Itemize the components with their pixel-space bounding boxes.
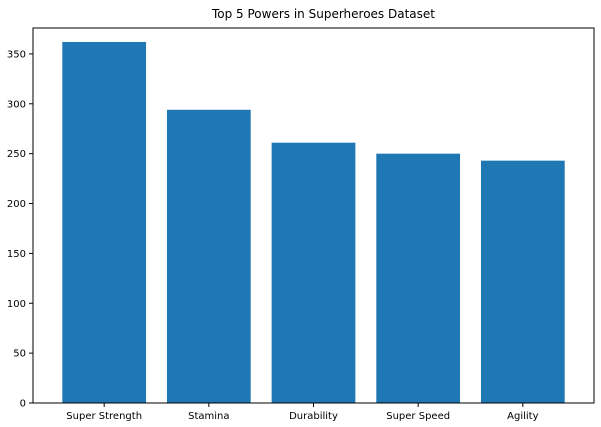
y-tick-label: 50	[13, 349, 26, 360]
y-tick-label: 150	[7, 249, 26, 260]
bar-agility	[480, 160, 565, 403]
x-tick-label: Super Speed	[386, 411, 450, 422]
bar-super-speed	[376, 153, 461, 403]
x-tick-label: Agility	[507, 411, 538, 422]
x-tick-label: Durability	[289, 411, 338, 422]
y-axis-ticks: 0 50 100 150 200 250 300 350	[7, 49, 33, 410]
y-tick-label: 200	[7, 199, 26, 210]
y-tick-label: 250	[7, 149, 26, 160]
x-tick-label: Super Strength	[66, 411, 142, 422]
y-tick-label: 0	[20, 399, 26, 410]
bar-super-strength	[62, 41, 147, 403]
x-axis-ticks: Super Strength Stamina Durability Super Spe…	[66, 403, 539, 422]
bars-layer	[62, 41, 565, 403]
bar-durability	[271, 142, 356, 403]
bar-stamina	[166, 109, 251, 403]
y-tick-label: 350	[7, 49, 26, 60]
y-tick-label: 300	[7, 99, 26, 110]
x-tick-label: Stamina	[188, 411, 229, 422]
y-tick-label: 100	[7, 299, 26, 310]
chart-title: Top 5 Powers in Superheroes Dataset	[211, 7, 435, 21]
